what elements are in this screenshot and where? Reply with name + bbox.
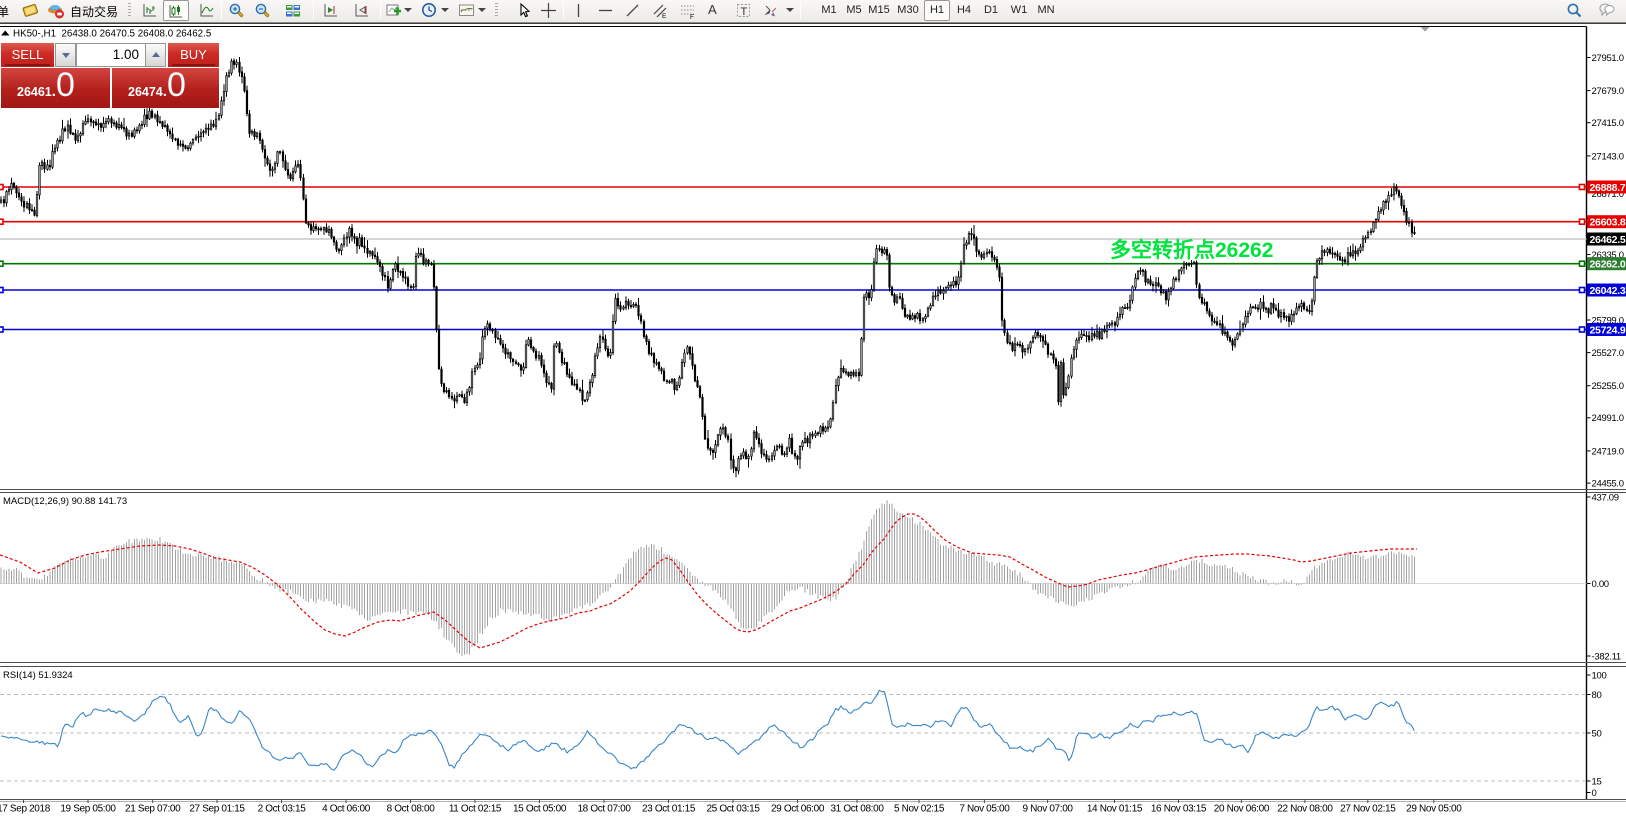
- svg-text:-382.11: -382.11: [1592, 651, 1621, 662]
- svg-text:27 Sep 01:15: 27 Sep 01:15: [189, 804, 245, 815]
- svg-text:HK50-,H1 26438.0 26470.5 2640: HK50-,H1 26438.0 26470.5 26408.0 26462.5: [13, 29, 212, 40]
- svg-text:25527.0: 25527.0: [1592, 348, 1624, 359]
- svg-text:24455.0: 24455.0: [1592, 479, 1624, 490]
- svg-text:11 Oct 02:15: 11 Oct 02:15: [449, 804, 502, 815]
- svg-text:31 Oct 08:00: 31 Oct 08:00: [830, 804, 884, 815]
- svg-text:15 Oct 05:00: 15 Oct 05:00: [513, 804, 567, 815]
- svg-text:26888.7: 26888.7: [1590, 182, 1626, 194]
- svg-text:27143.0: 27143.0: [1592, 151, 1624, 162]
- svg-text:27951.0: 27951.0: [1592, 53, 1624, 64]
- svg-text:24991.0: 24991.0: [1592, 413, 1624, 424]
- svg-text:2 Oct 03:15: 2 Oct 03:15: [258, 804, 307, 815]
- svg-text:8 Oct 08:00: 8 Oct 08:00: [387, 804, 436, 815]
- svg-text:0: 0: [1592, 788, 1597, 799]
- svg-text:27 Nov 02:15: 27 Nov 02:15: [1340, 804, 1396, 815]
- svg-text:19 Sep 05:00: 19 Sep 05:00: [60, 804, 116, 815]
- svg-text:27415.0: 27415.0: [1592, 118, 1624, 129]
- svg-text:4 Oct 06:00: 4 Oct 06:00: [322, 804, 371, 815]
- svg-text:25 Oct 03:15: 25 Oct 03:15: [706, 804, 760, 815]
- svg-text:RSI(14) 51.9324: RSI(14) 51.9324: [3, 670, 73, 681]
- svg-text:20 Nov 06:00: 20 Nov 06:00: [1214, 804, 1270, 815]
- svg-text:T: T: [741, 6, 748, 18]
- svg-text:29 Oct 06:00: 29 Oct 06:00: [771, 804, 825, 815]
- svg-text:26042.3: 26042.3: [1590, 285, 1626, 297]
- svg-text:E: E: [662, 13, 667, 20]
- svg-text:15: 15: [1592, 776, 1602, 787]
- svg-text:MACD(12,26,9) 90.88 141.73: MACD(12,26,9) 90.88 141.73: [3, 496, 127, 507]
- svg-text:26335.0: 26335.0: [1592, 250, 1624, 261]
- svg-text:16 Nov 03:15: 16 Nov 03:15: [1151, 804, 1207, 815]
- svg-text:5 Nov 02:15: 5 Nov 02:15: [894, 804, 945, 815]
- svg-text:22 Nov 08:00: 22 Nov 08:00: [1277, 804, 1333, 815]
- svg-text:25799.0: 25799.0: [1592, 315, 1624, 326]
- svg-text:14 Nov 01:15: 14 Nov 01:15: [1087, 804, 1143, 815]
- svg-text:7 Nov 05:00: 7 Nov 05:00: [959, 804, 1010, 815]
- svg-text:25724.9: 25724.9: [1590, 324, 1626, 336]
- svg-text:23 Oct 01:15: 23 Oct 01:15: [642, 804, 696, 815]
- svg-text:100: 100: [1592, 670, 1607, 681]
- svg-text:80: 80: [1592, 690, 1602, 701]
- svg-text:24719.0: 24719.0: [1592, 446, 1624, 457]
- svg-text:29 Nov 05:00: 29 Nov 05:00: [1406, 804, 1462, 815]
- svg-text:9 Nov 07:00: 9 Nov 07:00: [1023, 804, 1074, 815]
- svg-text:25255.0: 25255.0: [1592, 381, 1624, 392]
- svg-text:0.00: 0.00: [1592, 579, 1609, 590]
- svg-text:18 Oct 07:00: 18 Oct 07:00: [577, 804, 631, 815]
- svg-text:27679.0: 27679.0: [1592, 86, 1624, 97]
- svg-text:17 Sep 2018: 17 Sep 2018: [0, 804, 51, 815]
- svg-text:26871.0: 26871.0: [1592, 189, 1624, 200]
- svg-text:437.09: 437.09: [1592, 492, 1619, 503]
- svg-text:F: F: [690, 14, 694, 20]
- svg-text:26462.5: 26462.5: [1590, 234, 1626, 246]
- svg-text:多空转折点26262: 多空转折点26262: [1110, 238, 1273, 262]
- svg-text:26603.8: 26603.8: [1590, 217, 1626, 229]
- svg-text:26262.0: 26262.0: [1590, 259, 1626, 271]
- svg-text:50: 50: [1592, 728, 1602, 739]
- svg-text:21 Sep 07:00: 21 Sep 07:00: [125, 804, 181, 815]
